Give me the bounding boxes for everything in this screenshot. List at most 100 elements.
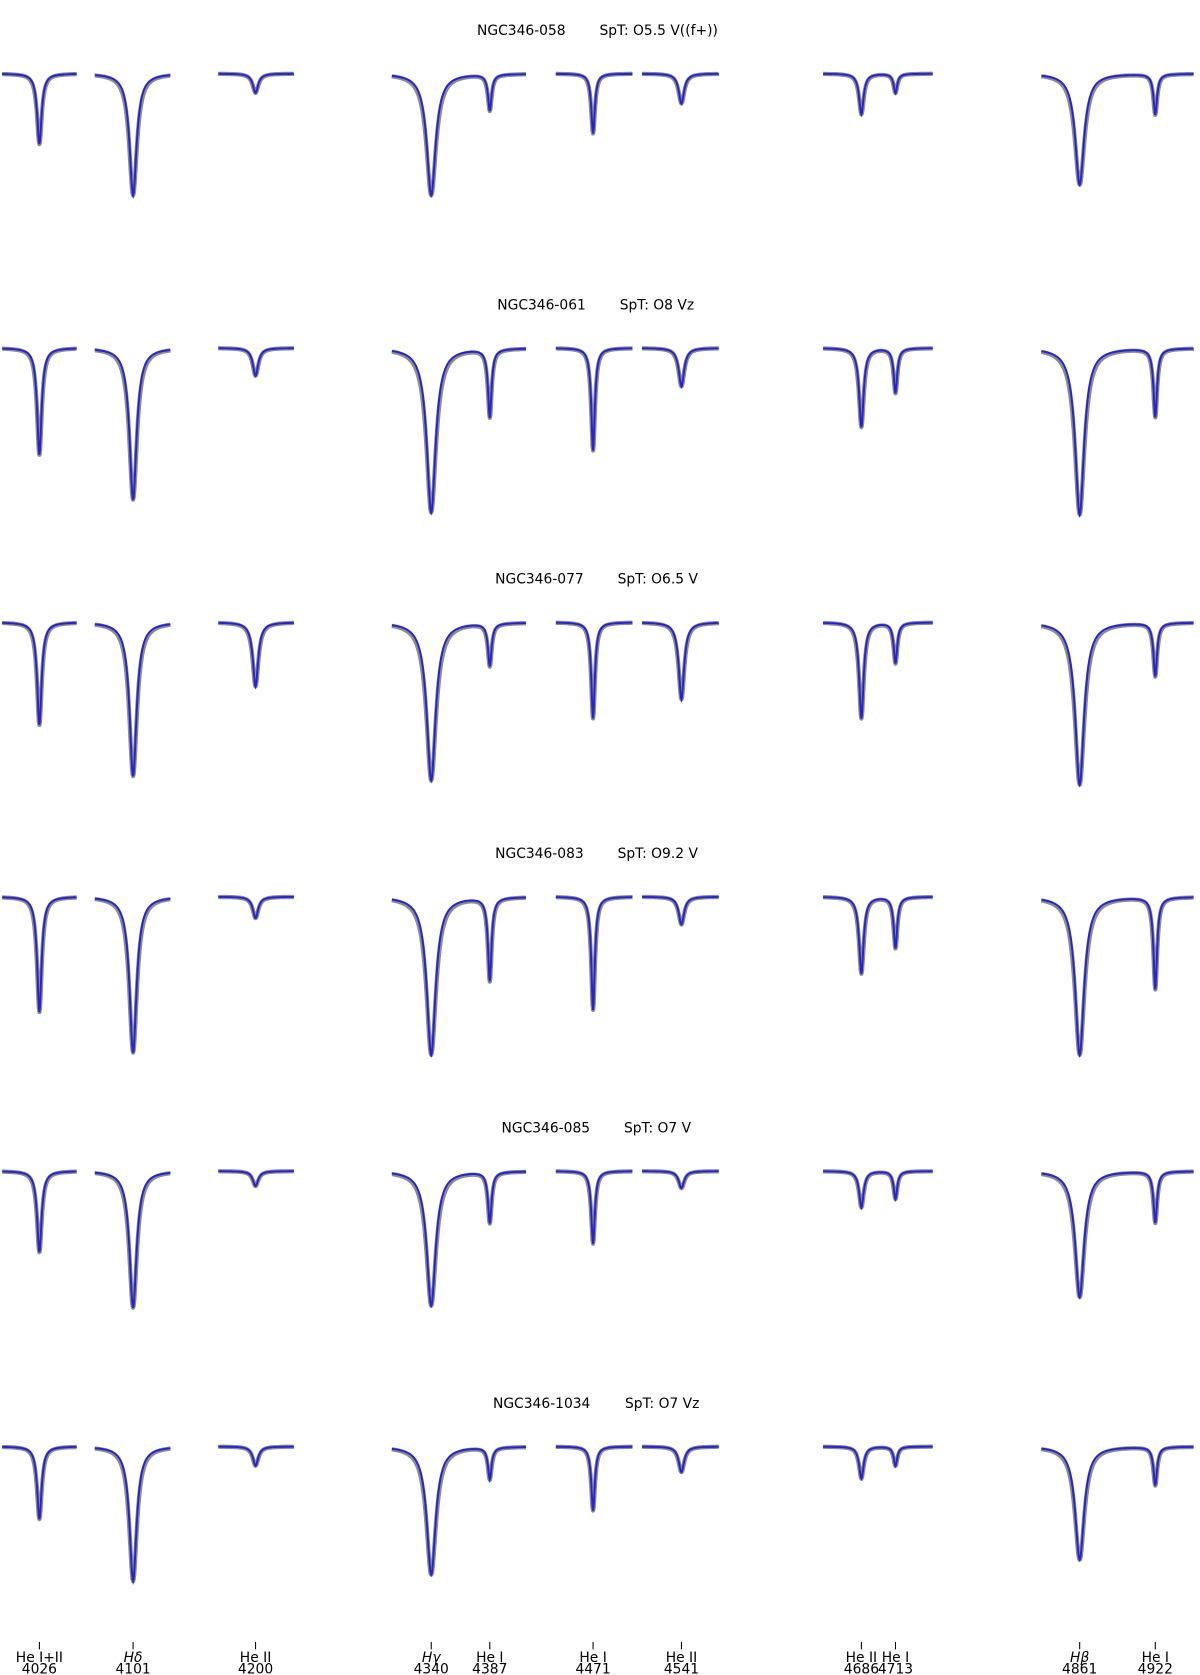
model-spectrum	[1041, 1170, 1194, 1300]
model-spectrum	[642, 347, 719, 389]
model-spectrum	[555, 896, 633, 1010]
line-ion: He II	[240, 1650, 271, 1666]
spectral-type: SpT: O5.5 V((f+))	[599, 23, 717, 39]
observed-spectrum	[821, 894, 935, 976]
observed-spectrum	[821, 346, 935, 430]
model-spectrum	[1, 896, 77, 1013]
observed-spectrum	[821, 71, 935, 117]
observed-spectrum	[1039, 620, 1196, 787]
observed-spectrum	[93, 1171, 172, 1310]
line-wavelength: 4387	[472, 1662, 507, 1675]
line-ion: He I	[579, 1650, 606, 1666]
model-spectrum	[94, 623, 171, 777]
line-wavelength: 4922	[1138, 1662, 1173, 1675]
observed-spectrum	[390, 895, 528, 1057]
line-wavelength: 4861	[1062, 1662, 1097, 1675]
observed-spectrum	[390, 346, 528, 515]
line-ion: He II	[846, 1650, 877, 1666]
model-spectrum	[1041, 621, 1194, 788]
line-ion: Hγ	[422, 1650, 441, 1666]
model-spectrum	[1041, 73, 1194, 187]
model-spectrum	[2, 621, 77, 726]
observed-spectrum	[0, 1169, 79, 1255]
model-spectrum	[391, 622, 526, 784]
model-spectrum	[555, 621, 633, 719]
line-ion: He I+II	[16, 1650, 63, 1666]
model-spectrum	[218, 347, 294, 378]
spectral-type: SpT: O7 V	[624, 1120, 692, 1136]
line-ion: He I	[1142, 1650, 1169, 1666]
model-spectrum	[823, 1170, 933, 1211]
observed-spectrum	[1039, 71, 1196, 187]
observed-spectrum	[1039, 1169, 1196, 1300]
observed-spectrum	[1039, 895, 1196, 1057]
model-spectrum	[218, 1445, 294, 1468]
line-wavelength: 4200	[238, 1662, 273, 1675]
model-spectrum	[2, 73, 77, 145]
model-spectrum	[391, 1446, 526, 1577]
line-wavelength: 4686	[844, 1662, 879, 1675]
line-ion: He I	[882, 1650, 909, 1666]
observed-spectrum	[0, 620, 79, 728]
observed-spectrum	[390, 620, 528, 783]
observed-spectrum	[93, 1446, 172, 1584]
observed-spectrum	[93, 73, 172, 198]
model-spectrum	[823, 72, 933, 118]
line-ion: He I	[476, 1650, 503, 1666]
model-spectrum	[823, 896, 933, 974]
line-wavelength: 4101	[115, 1662, 150, 1675]
model-spectrum	[555, 1445, 633, 1511]
model-spectrum	[642, 621, 719, 704]
model-spectrum	[94, 348, 171, 500]
observed-spectrum	[93, 622, 172, 779]
observed-spectrum	[390, 1169, 528, 1308]
model-spectrum	[218, 72, 294, 95]
model-spectrum	[218, 895, 294, 920]
model-spectrum	[823, 621, 933, 719]
spectral-type: SpT: O9.2 V	[618, 846, 699, 862]
observed-spectrum	[821, 1169, 935, 1210]
model-spectrum	[218, 1170, 294, 1188]
model-spectrum	[2, 1170, 77, 1253]
observed-spectrum	[0, 346, 79, 457]
observed-spectrum	[390, 1445, 528, 1577]
line-ion: He II	[666, 1650, 697, 1666]
model-spectrum	[1, 1445, 77, 1520]
model-spectrum	[391, 73, 526, 198]
line-wavelength: 4340	[414, 1662, 449, 1675]
line-ion: Hδ	[124, 1650, 143, 1666]
observed-spectrum	[821, 1444, 935, 1481]
line-ion: Hβ	[1070, 1650, 1089, 1666]
observed-spectrum	[93, 896, 172, 1055]
model-spectrum	[391, 896, 526, 1058]
model-spectrum	[642, 1170, 719, 1190]
observed-spectrum	[93, 348, 172, 502]
star-name: NGC346-058	[477, 23, 566, 39]
line-wavelength: 4026	[22, 1662, 57, 1675]
model-spectrum	[1041, 896, 1194, 1058]
star-name: NGC346-061	[497, 297, 586, 313]
observed-spectrum	[390, 72, 528, 198]
spectral-type: SpT: O8 Vz	[620, 297, 694, 313]
star-name: NGC346-085	[502, 1120, 591, 1136]
star-name: NGC346-1034	[493, 1396, 591, 1412]
observed-spectrum	[0, 1444, 79, 1522]
model-spectrum	[1041, 1445, 1194, 1562]
line-wavelength: 4541	[664, 1662, 699, 1675]
model-spectrum	[555, 1170, 633, 1244]
model-spectrum	[94, 74, 171, 199]
spectral-type: SpT: O6.5 V	[618, 572, 699, 588]
model-spectrum	[1041, 347, 1194, 518]
star-name: NGC346-077	[495, 572, 584, 588]
observed-spectrum	[821, 620, 935, 721]
model-spectrum	[218, 621, 294, 690]
observed-spectrum	[1039, 346, 1196, 517]
spectral-type: SpT: O7 Vz	[625, 1396, 699, 1412]
model-spectrum	[823, 1445, 933, 1482]
star-name: NGC346-083	[495, 846, 584, 862]
line-wavelength: 4471	[575, 1662, 610, 1675]
line-wavelength: 4713	[878, 1662, 913, 1675]
model-spectrum	[94, 897, 171, 1053]
model-spectrum	[642, 896, 719, 927]
